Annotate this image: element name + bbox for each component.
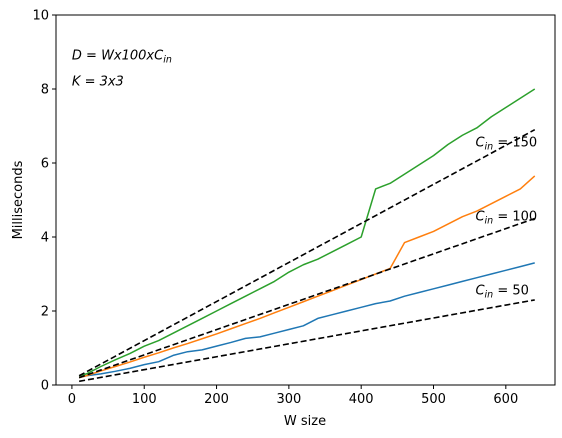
series-line-0 [78, 262, 535, 379]
y-axis-label: Milliseconds [11, 160, 26, 239]
plot-area [56, 15, 555, 385]
y-tick-label-6: 6 [41, 157, 49, 172]
annotation-label-cin-50: Cin = 50 [475, 283, 528, 300]
y-tick-label-0: 0 [41, 379, 49, 394]
annotation-formula-d: D = Wx100xCin [72, 48, 172, 65]
x-axis-label: W size [284, 414, 326, 429]
x-tick-label-600: 600 [493, 392, 518, 407]
axes: 0 100 200 300 400 500 600 0 2 4 6 8 10 [32, 9, 556, 407]
x-tick-label-500: 500 [421, 392, 446, 407]
series-group [78, 88, 536, 383]
reference-line-5 [78, 128, 536, 377]
annotations: D = Wx100xCin K = 3x3 Cin = 150 Cin = 100 Ci… [72, 48, 537, 300]
series-line-2 [78, 88, 536, 377]
x-tick-label-0: 0 [68, 392, 76, 407]
y-tick-label-2: 2 [41, 305, 49, 320]
y-tick-label-4: 4 [41, 231, 49, 246]
series-line-1 [78, 175, 536, 379]
plot-background [56, 15, 555, 385]
axes-frame [55, 14, 556, 386]
x-tick-label-200: 200 [204, 392, 229, 407]
annotation-formula-k: K = 3x3 [72, 74, 124, 89]
y-tick-label-10: 10 [32, 9, 49, 24]
annotation-label-cin-100: Cin = 100 [475, 209, 537, 226]
x-tick-label-100: 100 [132, 392, 157, 407]
reference-line-3 [78, 299, 535, 383]
x-tick-label-300: 300 [276, 392, 301, 407]
x-tick-label-400: 400 [349, 392, 374, 407]
annotation-label-cin-150: Cin = 150 [475, 135, 537, 152]
y-tick-label-8: 8 [41, 83, 49, 98]
